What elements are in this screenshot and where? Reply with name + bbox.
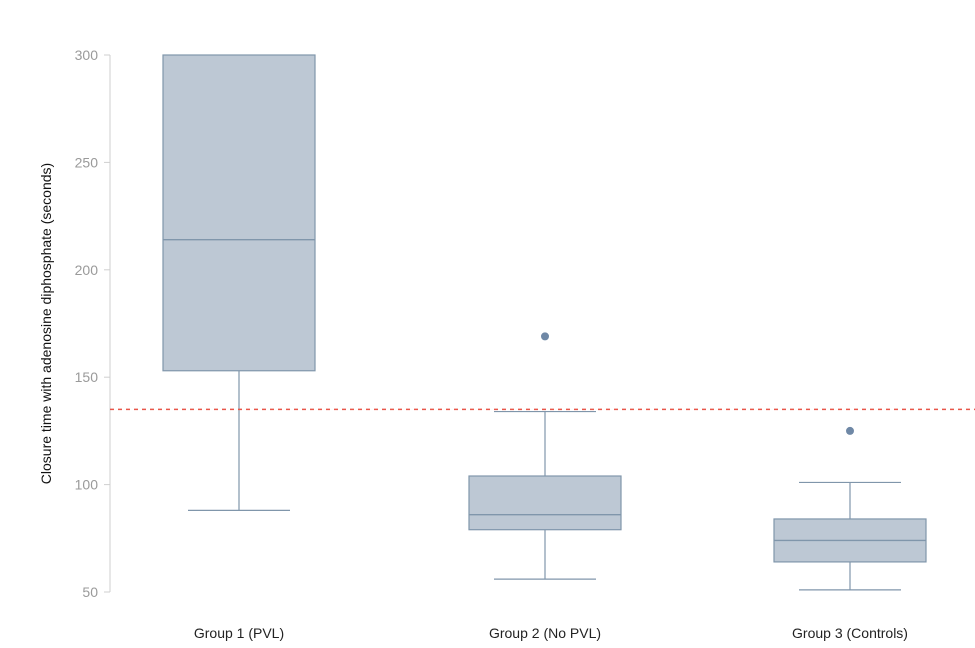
y-tick-label: 100: [75, 477, 99, 493]
y-axis-ticks: 50 100 150 200 250 300: [75, 47, 110, 600]
y-tick-label: 200: [75, 262, 99, 278]
x-category-label: Group 1 (PVL): [194, 625, 284, 641]
y-tick-label: 250: [75, 154, 99, 170]
y-tick-label: 150: [75, 369, 99, 385]
box-3: [773, 426, 927, 591]
boxes-group: [162, 54, 927, 591]
y-tick-label: 50: [82, 584, 98, 600]
box-2: [468, 332, 622, 580]
outlier-point: [846, 426, 854, 435]
outlier-point: [541, 332, 549, 341]
iqr-box: [162, 54, 316, 372]
box-1: [162, 54, 316, 511]
x-category-label: Group 2 (No PVL): [489, 625, 601, 641]
x-axis-labels: Group 1 (PVL) Group 2 (No PVL) Group 3 (Co…: [194, 625, 908, 641]
y-axis-title: Closure time with adenosine diphosphate …: [38, 163, 54, 484]
iqr-box: [468, 475, 622, 531]
y-tick-label: 300: [75, 47, 99, 63]
x-category-label: Group 3 (Controls): [792, 625, 908, 641]
